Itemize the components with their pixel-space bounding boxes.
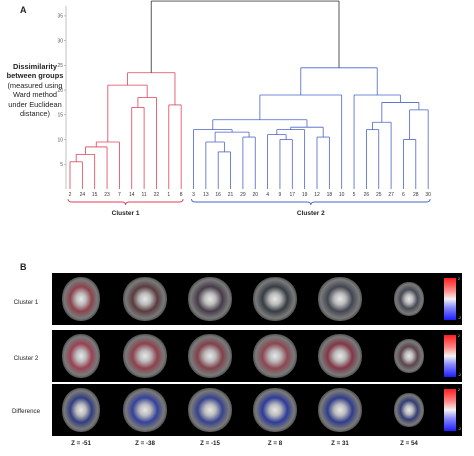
y-axis-label: Dissimilarity between groups (measured u… [6,62,64,118]
cluster-1-brace [67,198,184,206]
y-tick-label: 30 [57,38,63,44]
z-label: Z = -51 [71,440,91,447]
brain-slice-image [62,388,100,432]
brain-slice-image [62,334,100,378]
z-label: Z = -15 [200,440,220,447]
brain-slice-image [62,277,100,321]
leaf-label: 8 [180,192,183,198]
leaf-label: 24 [80,192,86,198]
y-tick-label: 35 [57,14,63,20]
leaf-label: 18 [327,192,333,198]
leaf-label: 4 [266,192,269,198]
brain-slice-image [394,393,424,427]
leaf-label: 23 [104,192,110,198]
y-tick-label: 20 [57,88,63,94]
leaf-label: 13 [203,192,209,198]
colorbar-max: 2 [458,277,460,281]
leaf-label: 14 [129,192,135,198]
mri-strip-cluster-1: 2 -2 [52,273,462,325]
colorbar [444,335,456,377]
leaf-label: 22 [154,192,160,198]
leaf-label: 29 [240,192,246,198]
y-axis-label-title: Dissimilarity between groups [6,62,64,81]
leaf-label: 27 [388,192,394,198]
z-label: Z = 54 [400,440,418,447]
brain-slice-image [394,339,424,373]
leaf-label: 1 [167,192,170,198]
y-axis-label-detail: (measured using Ward method under Euclid… [7,80,63,119]
colorbar [444,278,456,320]
brain-slice-image [318,277,362,321]
mri-strip-difference: 2 -2 [52,384,462,436]
mri-strip-cluster-2: 2 -2 [52,330,462,382]
leaf-label: 25 [376,192,382,198]
leaf-label: 11 [141,192,146,198]
brain-slice-image [123,388,167,432]
leaf-label: 3 [192,192,195,198]
y-tick-label: 15 [57,113,63,119]
colorbar [444,389,456,431]
leaf-label: 17 [290,192,296,198]
leaf-label: 20 [252,192,258,198]
leaf-label: 28 [413,192,419,198]
row-label-cluster-2: Cluster 2 [13,355,39,362]
z-label: Z = -38 [135,440,155,447]
leaf-label: 5 [353,192,356,198]
brain-slice-image [318,388,362,432]
leaf-label: 16 [215,192,221,198]
brain-slice-image [188,334,232,378]
row-label-cluster-1: Cluster 1 [13,299,39,306]
leaf-label: 21 [228,192,234,198]
brain-slice-image [318,334,362,378]
colorbar-min: -2 [458,316,462,320]
leaf-label: 9 [279,192,282,198]
leaf-label: 30 [425,192,431,198]
z-label: Z = 31 [331,440,349,447]
brain-slice-image [253,334,297,378]
leaf-label: 6 [402,192,405,198]
brain-slice-image [188,388,232,432]
panel-a-letter: A [20,5,27,15]
leaf-label: 2 [69,192,72,198]
y-tick-label: 10 [57,137,63,143]
brain-slice-image [253,277,297,321]
panel-b-letter: B [20,262,27,272]
leaf-label: 26 [364,192,370,198]
leaf-label: 10 [339,192,345,198]
leaf-label: 19 [302,192,308,198]
y-tick-label: 5 [60,162,63,168]
leaf-label: 15 [92,192,98,198]
brain-slice-image [188,277,232,321]
brain-slice-image [253,388,297,432]
colorbar-min: -2 [458,427,462,431]
cluster-2-brace [191,198,431,206]
cluster-1-label: Cluster 1 [112,210,140,217]
leaf-label: 12 [314,192,320,198]
leaf-label: 7 [118,192,121,198]
brain-slice-image [123,277,167,321]
colorbar-min: -2 [458,373,462,377]
cluster-2-label: Cluster 2 [297,210,325,217]
row-label-difference: Difference [11,408,41,415]
brain-slice-image [123,334,167,378]
brain-slice-image [394,282,424,316]
y-tick-label: 25 [57,63,63,69]
colorbar-max: 2 [458,388,460,392]
z-label: Z = 8 [267,440,283,447]
colorbar-max: 2 [458,334,460,338]
